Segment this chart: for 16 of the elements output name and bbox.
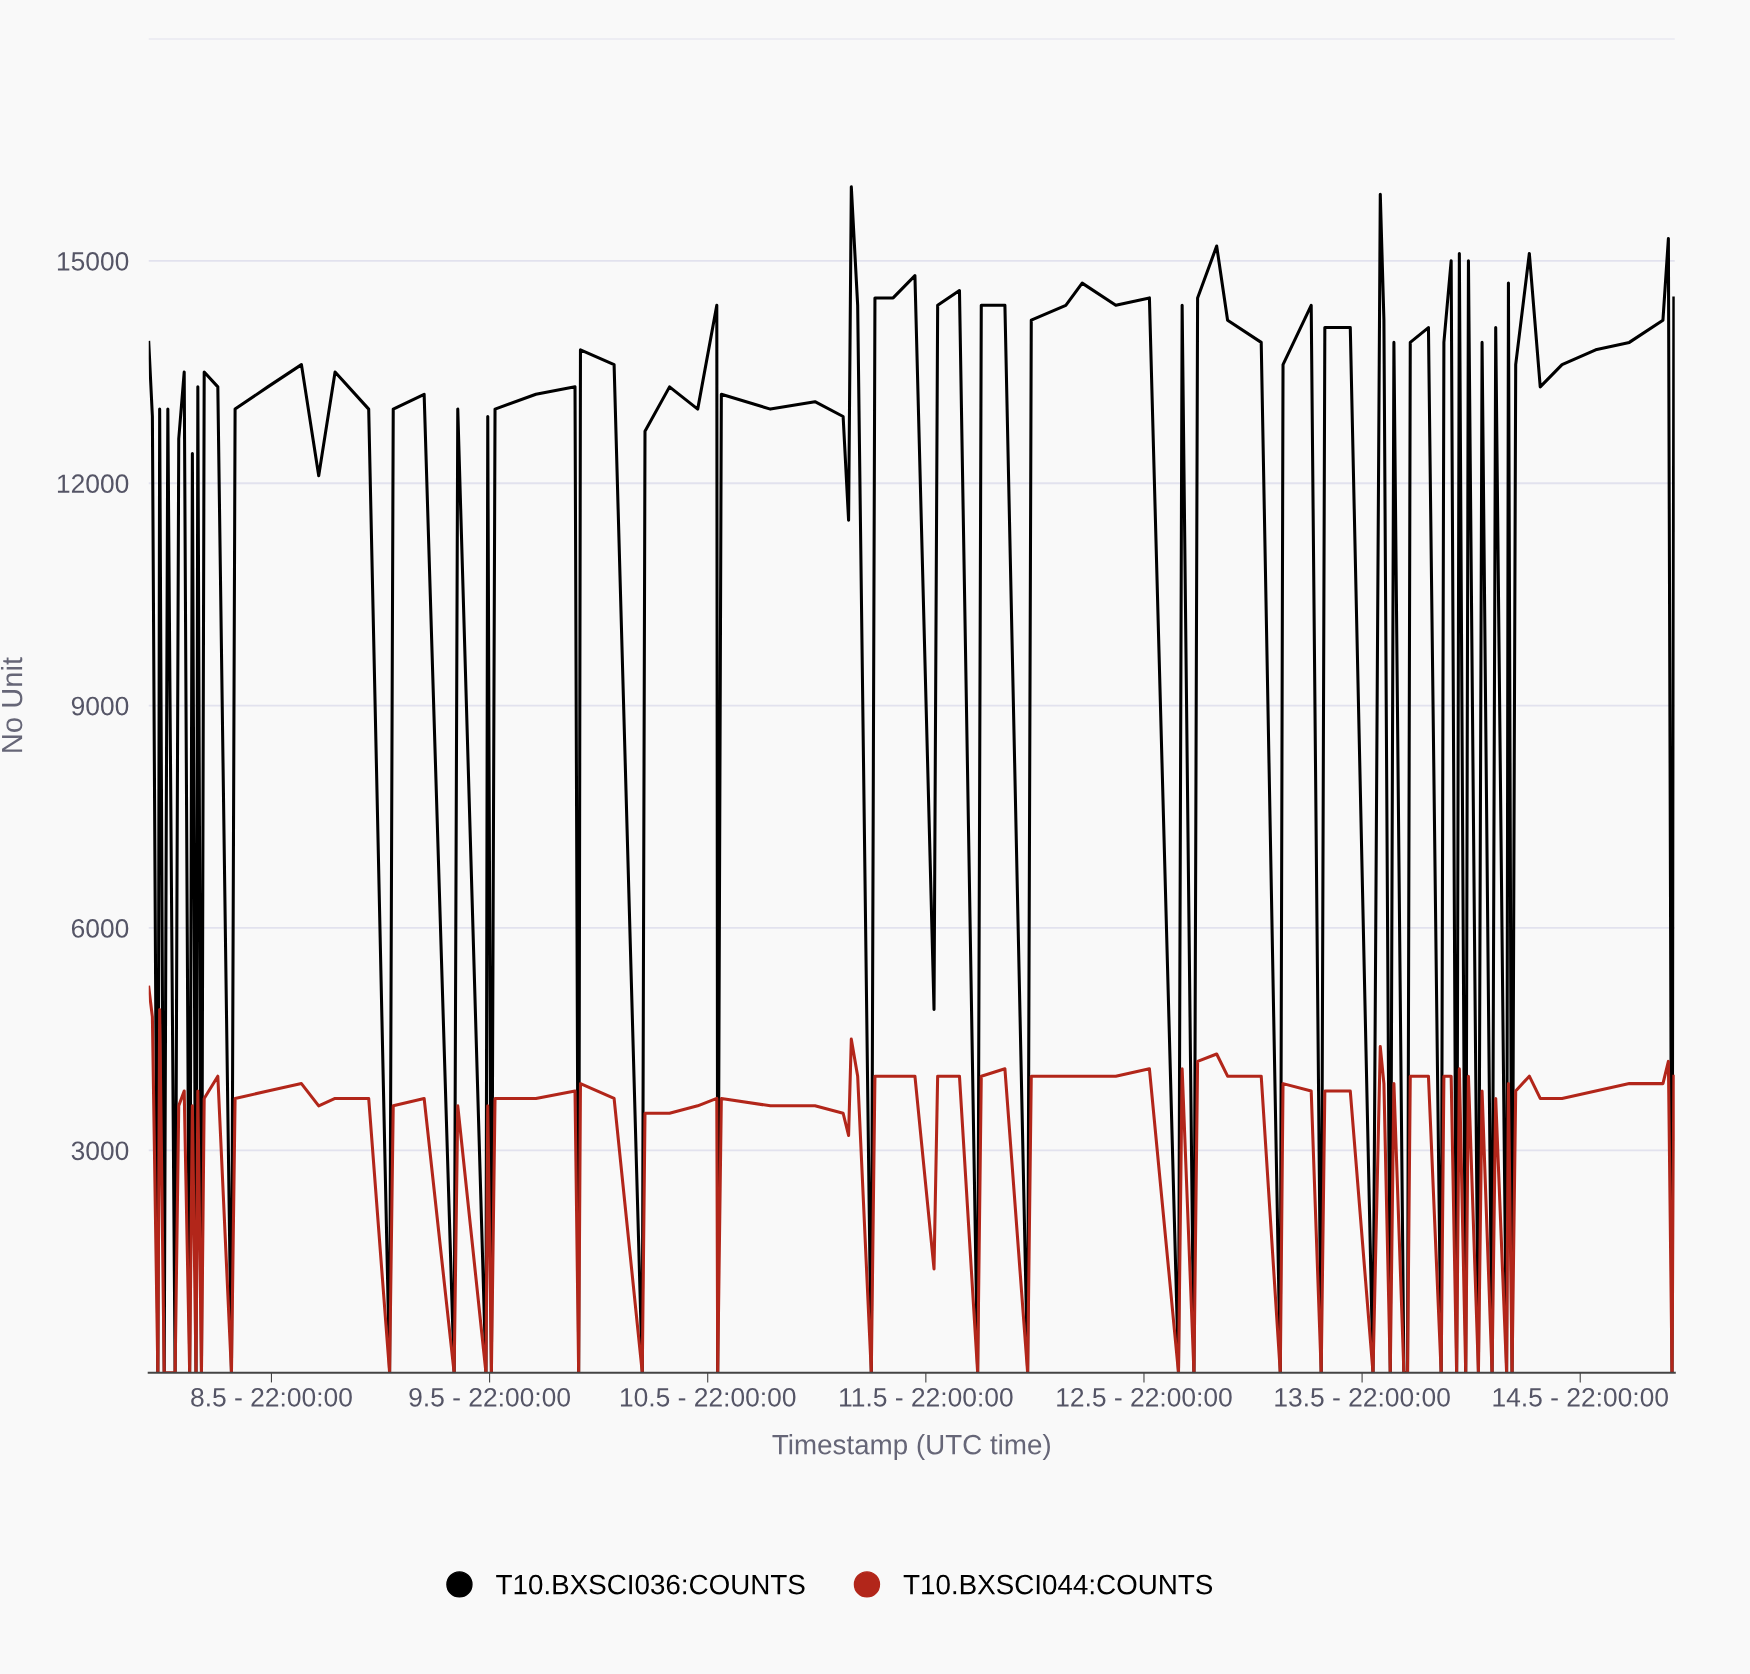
x-tick-label: 14.5 - 22:00:00 <box>1493 1387 1668 1407</box>
y-tick-label: 12000 <box>57 474 129 494</box>
x-tick-label: 10.5 - 22:00:00 <box>620 1387 796 1407</box>
y-tick-label: 15000 <box>57 252 129 271</box>
y-tick-label: 6000 <box>71 919 129 938</box>
y-tick-label: 9000 <box>71 696 129 716</box>
x-tick-label: 8.5 - 22:00:00 <box>191 1387 352 1407</box>
x-tick-label: 9.5 - 22:00:00 <box>409 1387 570 1407</box>
x-tick-label: 13.5 - 22:00:00 <box>1275 1387 1450 1407</box>
x-tick-label: 11.5 - 22:00:00 <box>840 1387 1013 1407</box>
x-tick-label: 12.5 - 22:00:00 <box>1057 1387 1232 1407</box>
legend-label: T10.BXSCI036:COUNTS <box>496 1574 805 1595</box>
legend-label: T10.BXSCI044:COUNTS <box>903 1574 1213 1595</box>
y-tick-label: 3000 <box>71 1141 129 1161</box>
x-axis-title: Timestamp (UTC time) <box>772 1434 1050 1460</box>
y-axis-title: No Unit <box>0 657 23 752</box>
